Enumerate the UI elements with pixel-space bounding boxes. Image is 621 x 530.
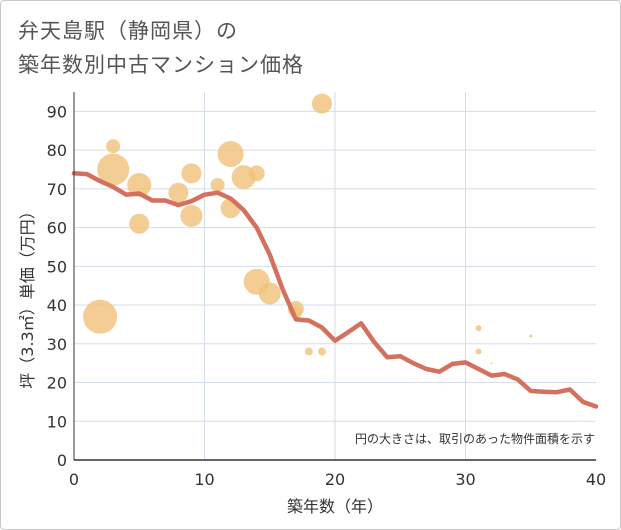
bubble-point <box>317 347 326 356</box>
bubble-point <box>181 163 202 184</box>
y-tick-label: 60 <box>47 219 67 238</box>
bubble-point <box>529 334 533 338</box>
x-tick-label: 40 <box>586 470 606 489</box>
x-axis-label: 築年数（年） <box>287 497 383 516</box>
x-tick-label: 30 <box>455 470 475 489</box>
trend-line <box>71 171 599 409</box>
bubble-point <box>217 140 244 167</box>
bubble-point <box>475 348 482 355</box>
bubble-point <box>106 139 121 154</box>
y-tick-label: 10 <box>47 412 67 431</box>
bubble-point <box>248 165 265 182</box>
bubble-point <box>258 282 281 305</box>
bubble-point <box>180 204 203 227</box>
bubble-point <box>475 325 482 332</box>
y-axis-label: 坪（3.3㎡）単価（万円） <box>18 203 37 388</box>
chart-title-line2: 築年数別中古マンション価格 <box>18 53 304 77</box>
x-tick-label: 0 <box>69 470 79 489</box>
trend-series <box>71 171 599 409</box>
y-tick-label: 80 <box>47 141 67 160</box>
bubble-point <box>127 172 152 197</box>
y-tick-label: 70 <box>47 180 67 199</box>
bubble-point <box>490 362 493 365</box>
bubble-series <box>83 93 533 365</box>
y-tick-label: 30 <box>47 335 67 354</box>
x-tick-label: 20 <box>325 470 345 489</box>
bubble-point <box>210 177 225 192</box>
y-tick-label: 50 <box>47 257 67 276</box>
y-tick-label: 0 <box>57 451 67 470</box>
y-tick-label: 20 <box>47 374 67 393</box>
bubble-point <box>129 213 150 234</box>
bubble-point <box>168 182 189 203</box>
chart-title-line1: 弁天島駅（静岡県）の <box>18 19 238 43</box>
bubble-point <box>83 299 118 334</box>
chart-title: 弁天島駅（静岡県）の 築年数別中古マンション価格 <box>18 14 304 82</box>
bubble-point <box>97 153 130 186</box>
bubble-point <box>311 93 332 114</box>
y-tick-label: 40 <box>47 296 67 315</box>
y-tick-label: 90 <box>47 102 67 121</box>
grid-lines <box>74 92 596 460</box>
x-tick-label: 10 <box>194 470 214 489</box>
axes: 0 10 20 30 40 50 60 70 80 90 0 10 20 30 40 <box>47 92 606 489</box>
bubble-size-note: 円の大きさは、取引のあった物件面積を示す <box>355 431 595 446</box>
bubble-point <box>304 347 313 356</box>
